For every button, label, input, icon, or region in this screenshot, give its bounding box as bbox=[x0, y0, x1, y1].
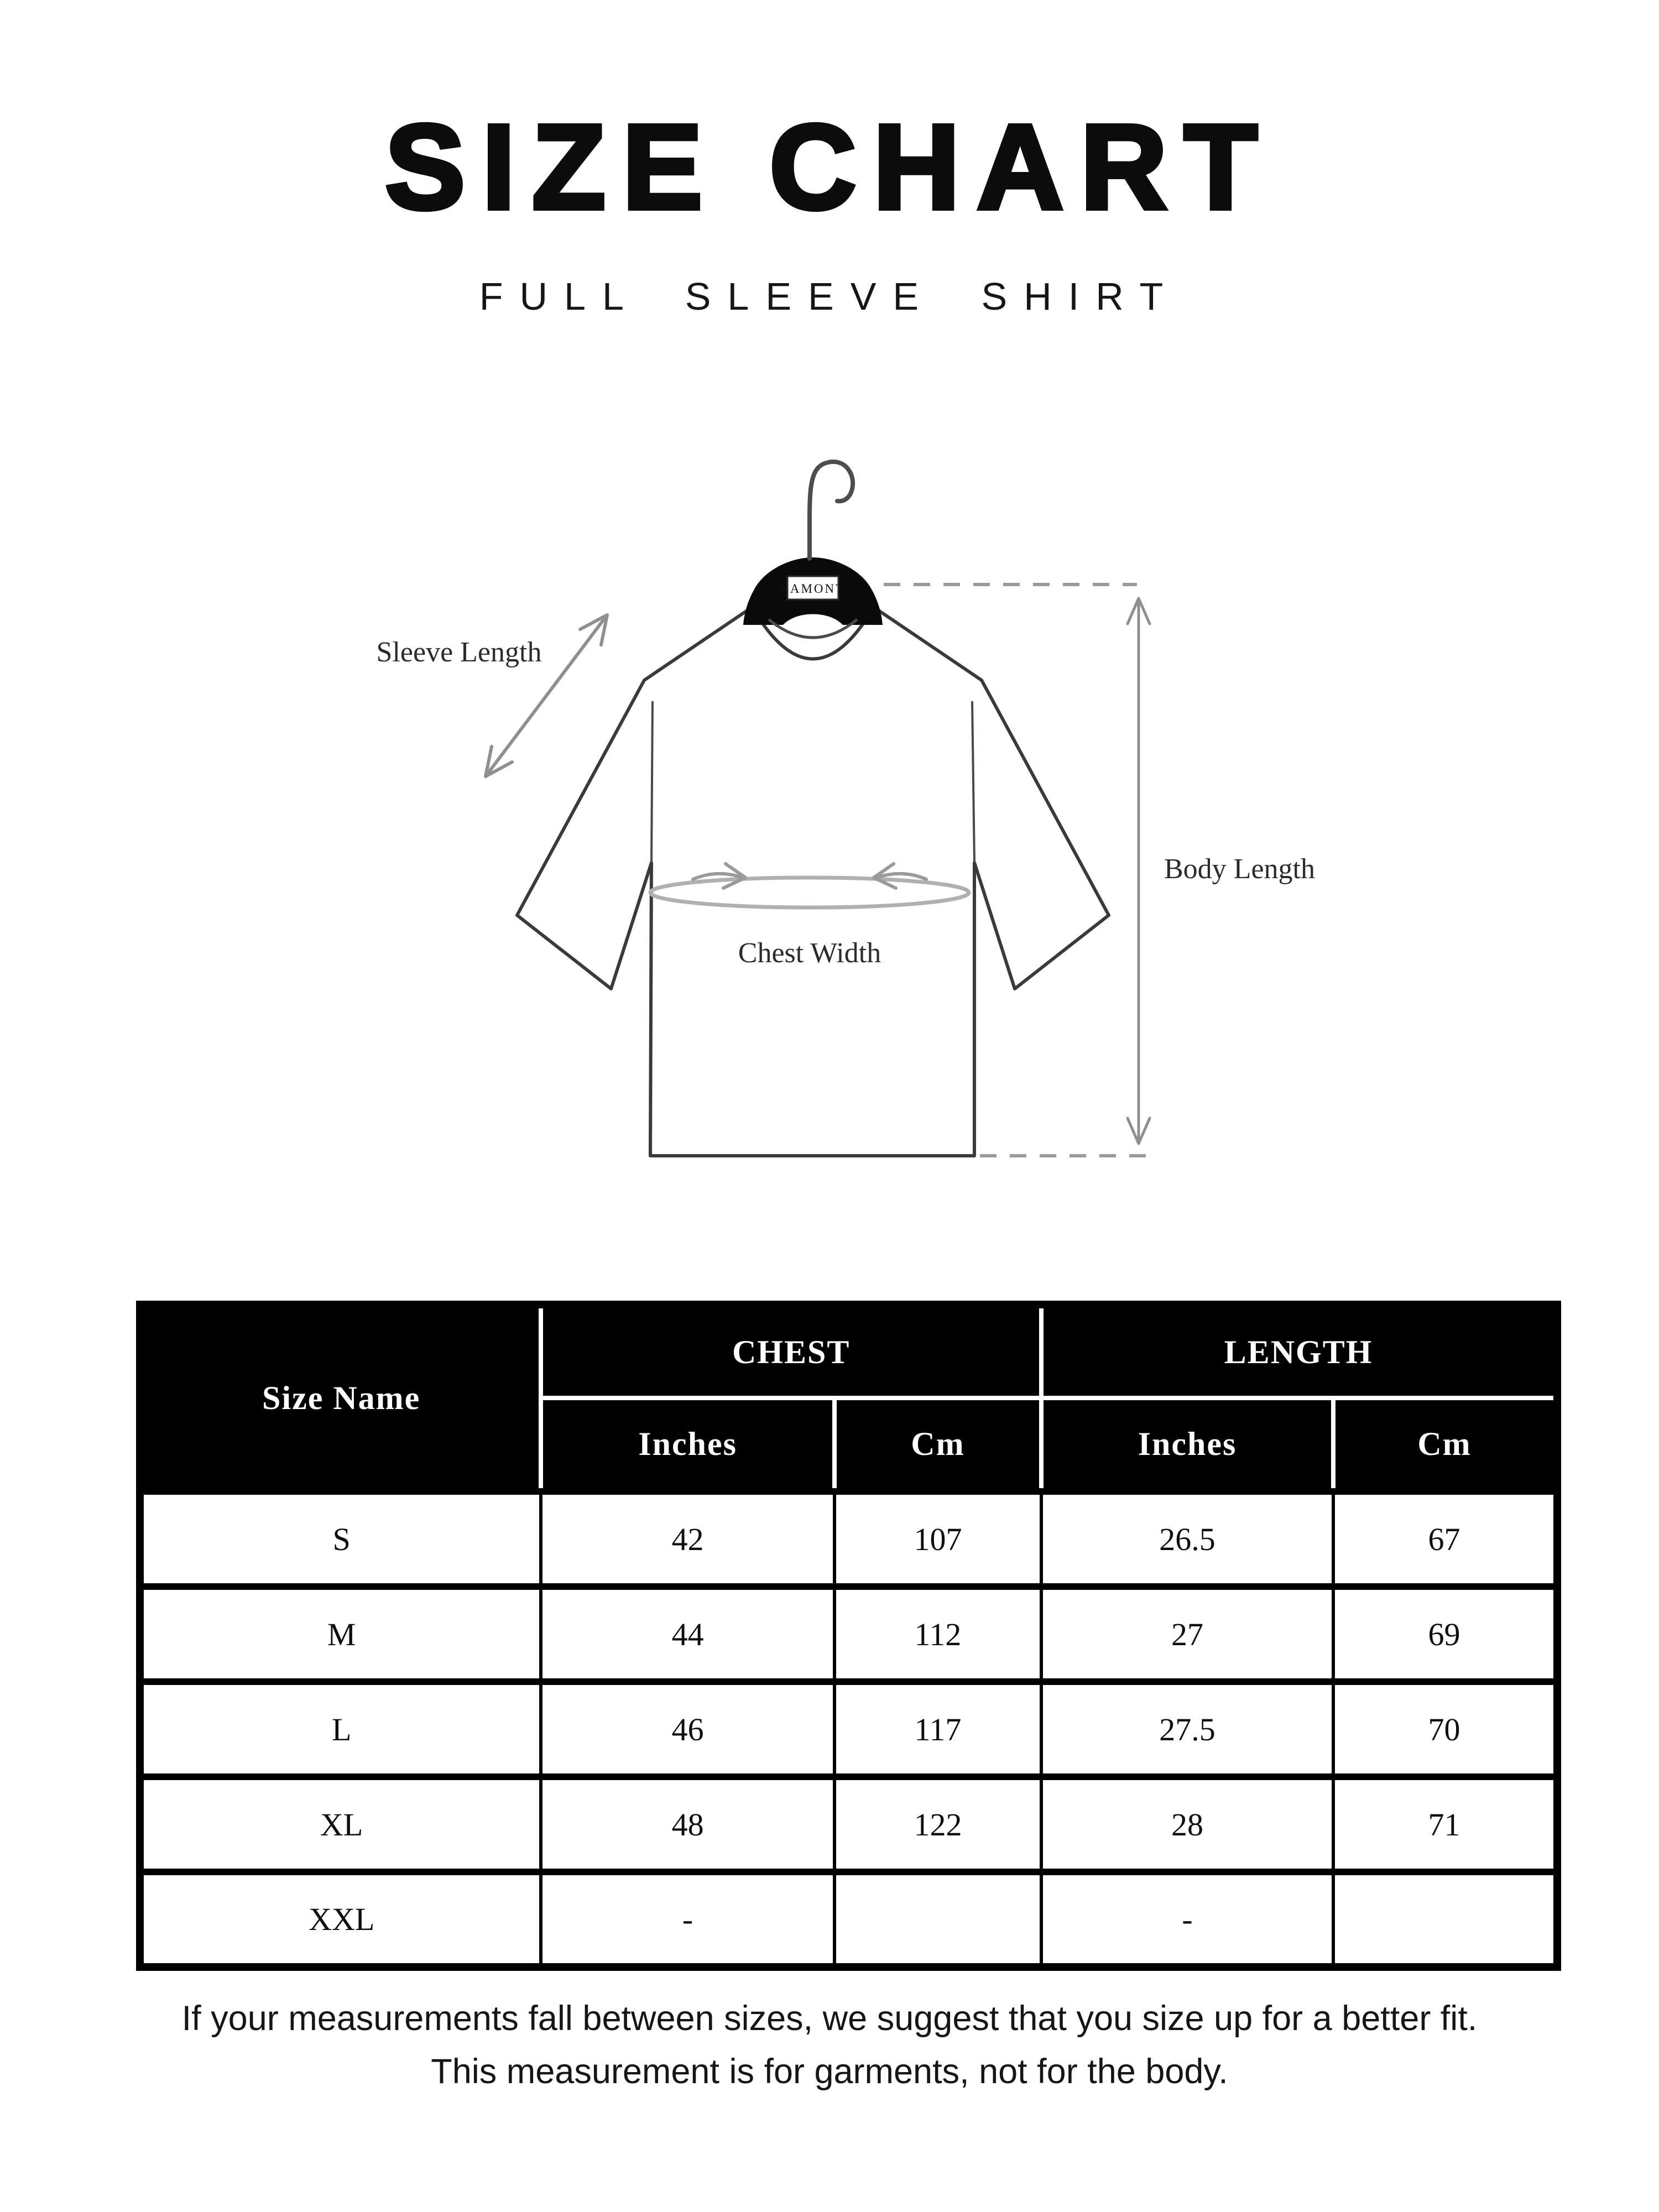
header-chest-inches: Inches bbox=[539, 1396, 837, 1494]
chest-arrow-right-icon bbox=[691, 862, 747, 890]
cell-chest-cm bbox=[832, 1869, 1044, 1969]
footer-line-2: This measurement is for garments, not fo… bbox=[431, 2052, 1228, 2091]
cell-size: M bbox=[138, 1583, 543, 1683]
cell-chest-in: 42 bbox=[539, 1488, 836, 1588]
sleeve-length-arrow bbox=[484, 613, 609, 778]
cell-length-in: 27 bbox=[1040, 1583, 1335, 1683]
hanger-hook-icon bbox=[807, 460, 855, 561]
header-length-cm: Cm bbox=[1331, 1396, 1559, 1494]
body-length-label: Body Length bbox=[1164, 853, 1315, 885]
shirt-measurement-diagram: LAMONT Sleeve Length Body Length Chest W… bbox=[377, 460, 1315, 1157]
header-chest-cm: Cm bbox=[832, 1396, 1044, 1494]
footer-line-1: If your measurements fall between sizes,… bbox=[181, 1999, 1478, 2038]
header-length-inches: Inches bbox=[1039, 1396, 1336, 1494]
sleeve-length-label: Sleeve Length bbox=[377, 637, 542, 668]
cell-chest-in: 48 bbox=[539, 1773, 836, 1874]
table-row: L 46 117 27.5 70 bbox=[138, 1678, 1559, 1778]
page-title: SIZE CHART bbox=[383, 98, 1274, 237]
chest-width-label: Chest Width bbox=[738, 937, 881, 969]
table-row: XL 48 122 28 71 bbox=[138, 1773, 1559, 1874]
footer-note: If your measurements fall between sizes,… bbox=[0, 1992, 1659, 2098]
header-size-name: Size Name bbox=[137, 1302, 544, 1494]
body-length-arrow bbox=[1126, 597, 1151, 1145]
size-table-container: Size Name CHEST LENGTH Inches Cm Inches … bbox=[136, 1301, 1561, 1971]
cell-length-cm: 70 bbox=[1332, 1678, 1559, 1778]
collar-ribbing-line bbox=[768, 618, 858, 639]
torso-side-lines bbox=[650, 701, 975, 863]
cell-length-in: - bbox=[1040, 1869, 1335, 1969]
cell-size: L bbox=[138, 1678, 543, 1778]
table-row: S 42 107 26.5 67 bbox=[138, 1488, 1559, 1588]
chest-width-ellipse bbox=[648, 875, 971, 910]
cell-length-in: 26.5 bbox=[1040, 1488, 1335, 1588]
cell-size: S bbox=[138, 1488, 543, 1588]
shirt-outline bbox=[515, 606, 1110, 1157]
page-subtitle: FULL SLEEVE SHIRT bbox=[479, 275, 1180, 318]
table-row: M 44 112 27 69 bbox=[138, 1583, 1559, 1683]
cell-chest-in: - bbox=[539, 1869, 836, 1969]
cell-chest-cm: 107 bbox=[832, 1488, 1044, 1588]
cell-length-cm: 67 bbox=[1332, 1488, 1559, 1588]
cell-chest-in: 44 bbox=[539, 1583, 836, 1683]
cell-size: XL bbox=[138, 1773, 543, 1874]
cell-length-in: 28 bbox=[1040, 1773, 1335, 1874]
size-table: Size Name CHEST LENGTH Inches Cm Inches … bbox=[136, 1301, 1561, 1971]
cell-length-cm: 69 bbox=[1332, 1583, 1559, 1683]
cell-chest-in: 46 bbox=[539, 1678, 836, 1778]
cell-chest-cm: 122 bbox=[832, 1773, 1044, 1874]
cell-length-cm bbox=[1332, 1869, 1559, 1969]
cell-chest-cm: 112 bbox=[832, 1583, 1044, 1683]
hanger-label: LAMONT bbox=[781, 582, 845, 596]
hanger-label-plate bbox=[786, 575, 839, 601]
header-group-chest: CHEST bbox=[539, 1302, 1044, 1400]
table-row: XXL - - bbox=[138, 1869, 1559, 1969]
cell-chest-cm: 117 bbox=[832, 1678, 1044, 1778]
header-group-length: LENGTH bbox=[1039, 1302, 1559, 1400]
cell-length-cm: 71 bbox=[1332, 1773, 1559, 1874]
cell-size: XXL bbox=[138, 1869, 543, 1969]
cell-length-in: 27.5 bbox=[1040, 1678, 1335, 1778]
chest-arrow-left-icon bbox=[872, 862, 928, 890]
